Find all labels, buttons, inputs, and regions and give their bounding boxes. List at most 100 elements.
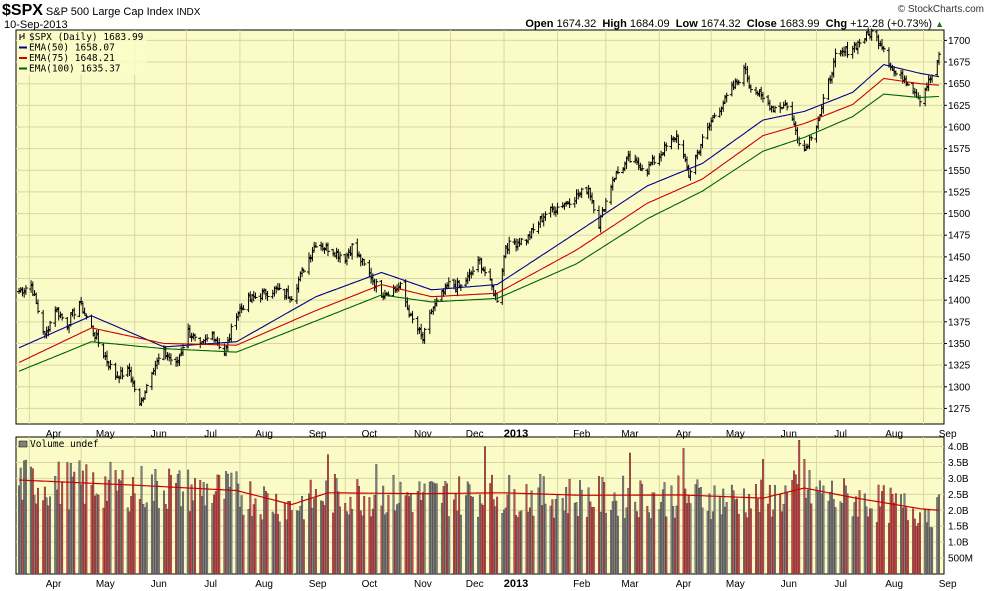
volume-bar [68, 509, 71, 575]
volume-bar [779, 494, 782, 575]
volume-bar [332, 512, 335, 575]
volume-bar [603, 482, 606, 575]
price-legend-bg [17, 31, 147, 75]
volume-bar [192, 500, 195, 575]
volume-bar [299, 505, 302, 575]
volume-bar [527, 511, 530, 575]
volume-bar [311, 507, 314, 575]
volume-bar [673, 517, 676, 575]
ema75-line [18, 77, 940, 363]
volume-bar [447, 516, 450, 575]
volume-bar [720, 514, 723, 575]
price-bar [688, 169, 693, 181]
volume-bar [931, 527, 934, 575]
ohlc-readout: Open 1674.32 High 1684.09 Low 1674.32 Cl… [525, 18, 944, 30]
volume-bar [592, 506, 595, 575]
price-x-tick-label: Apr [46, 429, 62, 440]
volume-bar [831, 480, 833, 575]
volume-bar [839, 501, 842, 575]
triangle-up-icon: ▲ [935, 19, 944, 29]
volume-bar [798, 440, 801, 575]
brand-link[interactable]: © StockCharts.com [897, 4, 984, 15]
open-value: 1674.32 [556, 18, 597, 30]
price-bar [724, 92, 729, 103]
volume-bar [370, 516, 373, 575]
high-value: 1684.09 [629, 18, 670, 30]
volume-bar [444, 481, 447, 575]
volume-bar [383, 514, 386, 575]
volume-bar [629, 452, 631, 575]
price-bar [579, 187, 584, 199]
volume-bar [382, 485, 385, 575]
volume-bar [106, 501, 108, 575]
price-bar [313, 242, 318, 248]
volume-bar [758, 512, 761, 575]
volume-bar [126, 507, 129, 575]
volume-bar [442, 486, 445, 575]
volume-bar [249, 481, 252, 575]
volume-bar [302, 519, 305, 575]
volume-bar [131, 477, 134, 575]
volume-bar [525, 484, 528, 575]
volume-bar [855, 496, 858, 575]
volume-bar [515, 515, 518, 575]
volume-bar [913, 518, 916, 575]
price-bars [17, 27, 941, 407]
volume-bar [900, 494, 902, 575]
volume-bar [565, 487, 568, 575]
price-bar [519, 237, 524, 246]
volume-bar [37, 487, 39, 575]
volume-y-tick-label: 3.0B [948, 474, 969, 485]
price-bar [652, 155, 657, 166]
volume-bar [675, 505, 678, 575]
volume-bar [867, 516, 870, 575]
volume-bar [235, 471, 238, 575]
volume-bar [133, 493, 136, 575]
volume-bar [615, 500, 618, 575]
volume-bar [661, 489, 664, 575]
price-bar [301, 269, 306, 273]
volume-x-tick-label: Aug [255, 579, 273, 590]
volume-bar [743, 488, 745, 575]
price-x-tick-label: May [96, 429, 115, 440]
volume-bar [501, 513, 504, 575]
volume-bar [214, 491, 217, 575]
volume-bar [347, 514, 350, 575]
price-bar [937, 51, 941, 65]
volume-bar [418, 481, 421, 575]
volume-bar [901, 507, 904, 575]
price-y-tick-label: 1375 [948, 317, 971, 328]
price-bar [338, 251, 343, 263]
volume-bar [264, 490, 267, 575]
volume-y-tick-label: 1.0B [948, 538, 969, 549]
volume-bar [520, 510, 523, 575]
volume-bar [832, 499, 835, 575]
volume-bar [518, 511, 521, 575]
volume-bar [658, 509, 661, 575]
price-bar [310, 246, 315, 262]
volume-x-tick-label: Jul [204, 579, 217, 590]
volume-bar [508, 475, 511, 575]
volume-bar [290, 510, 293, 575]
volume-bar [893, 502, 896, 575]
price-bar [72, 307, 77, 320]
volume-bar [242, 514, 245, 575]
volume-x-tick-label: Jun [781, 579, 797, 590]
volume-bar [696, 479, 699, 575]
price-y-tick-label: 1575 [948, 144, 971, 155]
volume-bar [772, 509, 775, 575]
volume-bar [472, 496, 474, 575]
volume-bar [820, 493, 823, 575]
volume-bar [176, 474, 179, 575]
volume-bar [399, 481, 402, 575]
volume-bar [528, 507, 531, 575]
volume-bar [289, 501, 291, 575]
price-bar [712, 112, 717, 119]
volume-bar [851, 516, 854, 575]
price-bar [96, 329, 101, 348]
volume-bar [380, 505, 383, 575]
volume-bar [927, 510, 930, 575]
volume-bar [806, 489, 809, 575]
symbol-text: $SPX [2, 2, 43, 19]
price-y-tick-label: 1625 [948, 101, 971, 112]
